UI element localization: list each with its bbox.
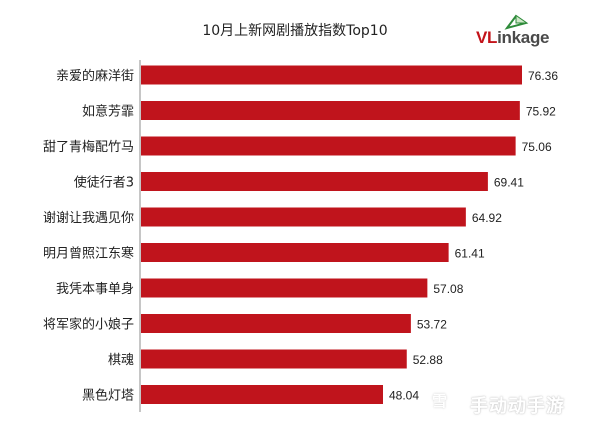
- bar: [141, 101, 520, 120]
- watermark-icon: 雪: [432, 392, 448, 410]
- logo-text-vl: VL: [476, 28, 498, 47]
- data-label: 61.41: [455, 247, 485, 261]
- data-label: 48.04: [389, 389, 419, 403]
- category-label: 我凭本事单身: [56, 281, 134, 297]
- category-label: 谢谢让我遇见你: [43, 210, 134, 226]
- watermark-text: 手动动手游: [470, 396, 565, 417]
- bar: [141, 172, 488, 191]
- data-label: 57.08: [433, 282, 463, 296]
- data-label: 52.88: [413, 353, 443, 367]
- vlinkage-logo: VLinkage: [476, 14, 586, 54]
- chart-title: 10月上新网剧播放指数Top10: [202, 23, 388, 39]
- bar: [141, 243, 449, 262]
- data-label: 69.41: [494, 176, 524, 190]
- bar: [141, 385, 383, 404]
- bar: [141, 349, 407, 369]
- bar: [141, 65, 522, 85]
- bar: [141, 314, 411, 333]
- logo-text-inkage: inkage: [497, 28, 550, 47]
- data-label: 76.36: [528, 69, 558, 83]
- data-label: 75.92: [526, 105, 556, 119]
- category-label: 将军家的小娘子: [43, 317, 134, 333]
- watermark: 雪 手动动手游: [430, 388, 590, 418]
- data-label: 64.92: [472, 211, 502, 225]
- logo-text: VLinkage: [476, 28, 549, 48]
- category-label: 如意芳霏: [82, 104, 134, 120]
- category-label: 明月曾照江东寒: [43, 246, 134, 262]
- data-label: 75.06: [522, 140, 552, 154]
- category-label: 甜了青梅配竹马: [43, 139, 134, 155]
- category-label: 亲爱的麻洋街: [56, 68, 134, 84]
- category-label: 使徒行者3: [74, 175, 134, 191]
- logo-leaf-icon: [504, 14, 529, 30]
- bar: [141, 207, 466, 227]
- category-label: 棋魂: [108, 352, 134, 368]
- bar: [141, 278, 428, 298]
- data-label: 53.72: [417, 318, 447, 332]
- bar: [141, 136, 516, 156]
- category-label: 黑色灯塔: [82, 388, 134, 404]
